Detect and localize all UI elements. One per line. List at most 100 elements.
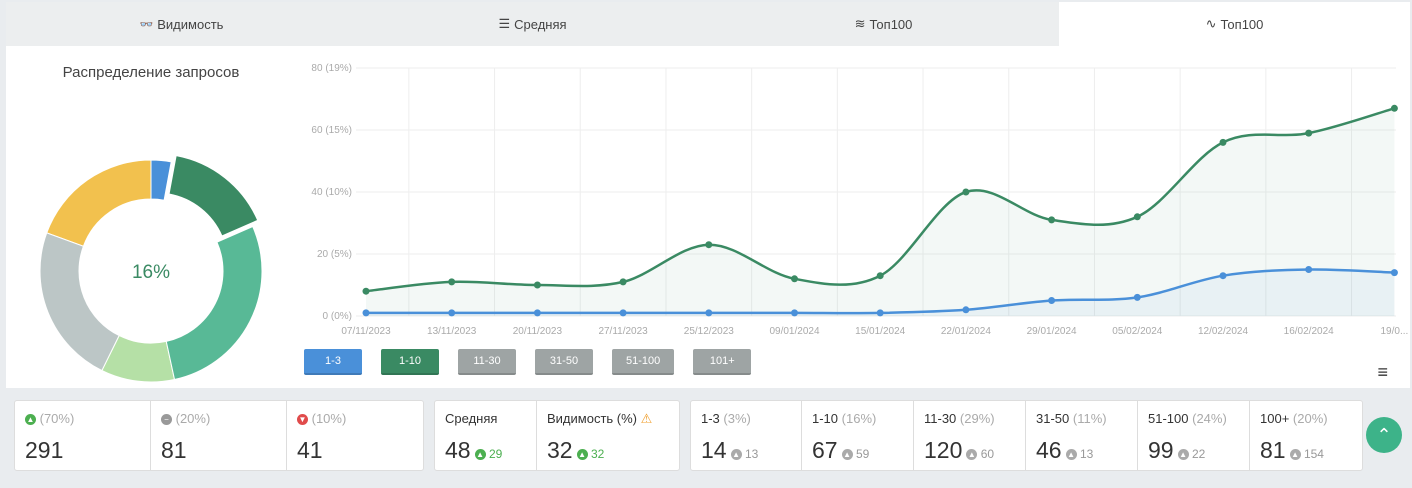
stat-value: 99 [1148,437,1174,463]
tab-average[interactable]: ☰ Средняя [357,2,708,46]
stat-delta: 154 [1303,447,1324,461]
stat-up: ▲ (70%) 291 [15,401,151,470]
lines-icon: ☰ [498,16,511,31]
warning-icon[interactable]: ⚠ [640,411,653,426]
data-point-1-3[interactable] [1133,293,1141,301]
x-tick-label: 07/11/2023 [341,326,391,337]
position-stats: 1-3 (3%) 14 ▲ 13 1-10 (16%) 67 ▲ 59 11-30 (29%… [690,400,1363,471]
donut-segment-100+[interactable] [46,159,152,247]
range-button-1-10[interactable]: 1-10 [381,349,439,375]
stat-value: 41 [297,437,323,463]
range-button-101+[interactable]: 101+ [693,349,752,375]
stat-same: − (20%) 81 [151,401,287,470]
tab-label: Топ100 [869,16,913,32]
arrow-up-icon: ▲ [25,414,36,426]
donut-segment-11-30[interactable] [165,225,263,381]
donut-center-label: 16% [132,262,170,283]
data-point-1-3[interactable] [705,309,713,317]
hamburger-menu-icon[interactable]: ≡ [1377,362,1388,382]
stat-value: 81 [161,437,187,463]
arrow-up-icon: ▲ [1177,449,1189,461]
stat-pct: (10%) [311,411,347,426]
arrow-up-icon: ▲ [474,449,486,461]
data-point-1-3[interactable] [533,309,541,317]
data-point-1-10[interactable] [791,275,798,283]
data-point-1-3[interactable] [791,309,798,317]
y-tick-label: 80 (19%) [311,63,352,74]
stat-value: 46 [1036,437,1062,463]
data-point-1-3[interactable] [619,309,627,317]
x-tick-label: 19/0... [1380,326,1408,337]
donut-segment-31-50[interactable] [101,334,176,383]
data-point-1-10[interactable] [1219,138,1227,146]
donut-segment-51-100[interactable] [39,232,120,372]
data-point-1-10[interactable] [1048,216,1056,224]
tab-label: Топ100 [1220,16,1264,32]
range-button-1-3[interactable]: 1-3 [304,349,362,375]
stat-pct: (11%) [1072,411,1107,426]
data-point-1-10[interactable] [876,272,884,280]
scroll-top-button[interactable]: ⌃ [1366,417,1402,453]
y-tick-label: 60 (15%) [311,125,352,136]
y-tick-label: 20 (5%) [317,249,352,260]
stat-label: 51-100 [1148,411,1189,426]
data-point-1-10[interactable] [1390,104,1398,112]
positions-line-chart: 07/11/2023 13/11/2023 20/11/2023 27/11/2023… [311,63,1408,337]
stat-delta: 22 [1191,447,1206,461]
x-tick-label: 27/11/2023 [598,326,648,337]
data-point-1-3[interactable] [1390,269,1398,277]
tab-visibility[interactable]: 👓 Видимость [6,2,357,46]
stat-pct: (20%) [1292,411,1328,426]
arrow-up-icon: ▲ [841,449,853,461]
series-area-1-3 [366,269,1395,316]
distribution-donut: 16% [39,155,263,383]
data-point-1-3[interactable] [362,309,370,317]
stat-pct: (70%) [39,411,75,426]
data-point-1-10[interactable] [962,188,970,196]
position-stat: 31-50 (11%) 46 ▲ 13 [1026,401,1138,470]
tab-top100-chart[interactable]: ∿ Топ100 [1059,2,1410,46]
stat-label: 1-3 [701,411,720,426]
stat-value: 120 [924,437,963,463]
data-point-1-10[interactable] [1133,213,1141,221]
data-point-1-3[interactable] [962,306,970,314]
stat-delta: 29 [488,447,503,461]
stat-delta: 13 [744,447,759,461]
tab-top100-layers[interactable]: ≋ Топ100 [708,2,1059,46]
arrow-up-icon: ▲ [1065,449,1077,461]
position-stat: 1-3 (3%) 14 ▲ 13 [691,401,802,470]
range-filter: 1-3 1-10 11-30 31-50 51-100 101+ [304,349,752,375]
x-tick-label: 15/01/2024 [855,326,905,337]
data-point-1-3[interactable] [1305,266,1313,273]
position-stat: 51-100 (24%) 99 ▲ 22 [1138,401,1250,470]
x-tick-label: 09/01/2024 [769,326,819,337]
x-tick-label: 12/02/2024 [1198,326,1248,337]
range-button-51-100[interactable]: 51-100 [612,349,675,375]
data-point-1-10[interactable] [705,241,713,249]
range-button-31-50[interactable]: 31-50 [535,349,593,375]
stat-pct: (29%) [959,411,995,426]
stat-delta: 59 [855,447,870,461]
stat-value: 291 [25,437,64,463]
data-point-1-3[interactable] [1219,272,1227,280]
data-point-1-10[interactable] [619,278,627,286]
stat-value: 14 [701,437,727,463]
chart-line-icon: ∿ [1205,16,1217,31]
tab-bar: 👓 Видимость ☰ Средняя ≋ Топ100 ∿ Топ100 [6,2,1410,46]
data-point-1-10[interactable] [448,278,456,286]
y-tick-label: 40 (10%) [311,187,352,198]
position-stat: 11-30 (29%) 120 ▲ 60 [914,401,1026,470]
data-point-1-3[interactable] [1048,297,1056,304]
arrow-up-icon: ▲ [1289,449,1301,461]
range-button-11-30[interactable]: 11-30 [458,349,516,375]
data-point-1-3[interactable] [876,309,884,317]
data-point-1-10[interactable] [1305,129,1313,137]
data-point-1-10[interactable] [362,287,370,295]
data-point-1-10[interactable] [533,281,541,289]
donut-segment-1-10[interactable] [168,155,259,237]
stat-pct: (20%) [175,411,211,426]
layers-icon: ≋ [854,16,866,31]
stat-label: 1-10 [812,411,839,426]
donut-segment-1-3[interactable] [150,159,172,201]
data-point-1-3[interactable] [448,309,456,317]
